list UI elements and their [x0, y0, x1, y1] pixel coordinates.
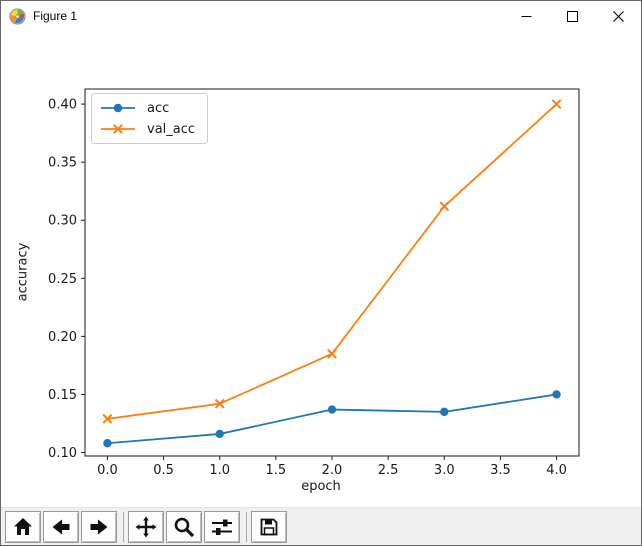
series-val_acc-line — [107, 103, 558, 420]
series-val_acc-marker — [551, 99, 562, 110]
series-acc-line — [107, 393, 557, 445]
y-tick-label: 0.10 — [48, 446, 77, 461]
sliders-icon — [212, 519, 232, 535]
close-icon — [612, 10, 624, 22]
legend-label: val_acc — [147, 121, 196, 137]
window-title: Figure 1 — [33, 9, 78, 23]
y-tick-label: 0.25 — [48, 272, 77, 287]
magnifier-icon — [174, 517, 195, 537]
minimize-button[interactable] — [503, 1, 549, 31]
series-acc-marker — [552, 390, 561, 399]
home-icon — [14, 517, 32, 535]
maximize-icon — [566, 10, 578, 22]
arrow-left-icon — [52, 519, 70, 534]
x-tick-label: 2.0 — [322, 463, 343, 478]
x-tick-label: 3.0 — [434, 463, 455, 478]
x-tick-label: 4.0 — [546, 463, 567, 478]
series-val_acc-marker — [327, 348, 337, 359]
series-acc-marker — [327, 405, 337, 414]
maximize-button[interactable] — [549, 1, 595, 31]
series-val_acc-marker — [102, 413, 113, 424]
toolbar-configure-subplots-button[interactable] — [204, 510, 240, 543]
legend-x-sample-icon — [101, 124, 135, 134]
close-button[interactable] — [595, 1, 641, 31]
series-acc-marker — [103, 439, 112, 448]
move-arrows-icon — [135, 516, 157, 537]
toolbar-separator — [246, 511, 247, 542]
toolbar-save-button[interactable] — [251, 510, 287, 543]
navigation-toolbar — [1, 507, 641, 545]
toolbar-back-button[interactable] — [43, 510, 79, 543]
legend-label: acc — [147, 100, 170, 116]
y-tick-label: 0.30 — [48, 214, 77, 229]
arrow-right-icon — [90, 519, 108, 534]
minimize-icon — [521, 15, 531, 17]
y-axis-label: accuracy — [15, 242, 31, 302]
x-tick-label: 1.0 — [209, 463, 230, 478]
x-tick-label: 2.5 — [378, 463, 399, 478]
floppy-disk-icon — [260, 518, 278, 535]
legend-item-val_acc: val_acc — [99, 120, 195, 138]
y-tick-label: 0.20 — [48, 330, 77, 345]
x-axis-label: epoch — [301, 479, 341, 494]
toolbar-separator — [123, 511, 124, 542]
titlebar[interactable]: Figure 1 — [1, 1, 641, 31]
matplotlib-logo-icon — [9, 7, 26, 25]
series-acc-marker — [440, 407, 449, 417]
series-acc-marker — [215, 429, 224, 439]
y-tick-label: 0.35 — [48, 156, 77, 171]
caption-buttons — [503, 1, 641, 31]
series-val_acc-marker — [439, 201, 450, 212]
toolbar-pan-button[interactable] — [128, 510, 164, 543]
x-tick-label: 1.5 — [266, 463, 287, 478]
y-tick-label: 0.15 — [48, 388, 77, 403]
toolbar-forward-button[interactable] — [81, 510, 117, 543]
legend-item-acc: acc — [99, 99, 195, 117]
legend-circle-sample-icon — [101, 103, 135, 113]
axes-spines — [84, 88, 580, 457]
figure-canvas[interactable]: 0.0 0.5 1.0 1.5 2.0 2.5 3.0 3.5 4.0 0.10 0.15 0.20 0… — [1, 31, 641, 507]
y-tick-label: 0.40 — [48, 98, 77, 113]
x-tick-label: 3.5 — [490, 463, 511, 478]
toolbar-zoom-to-rect-button[interactable] — [166, 510, 202, 543]
series-val_acc-marker — [214, 398, 225, 409]
x-tick-label: 0.5 — [153, 463, 174, 478]
toolbar-home-button[interactable] — [5, 510, 41, 543]
legend: acc val_acc — [91, 93, 209, 144]
x-tick-label: 0.0 — [97, 463, 118, 478]
plot-area[interactable]: 0.0 0.5 1.0 1.5 2.0 2.5 3.0 3.5 4.0 0.10 0.15 0.20 0… — [1, 31, 641, 507]
